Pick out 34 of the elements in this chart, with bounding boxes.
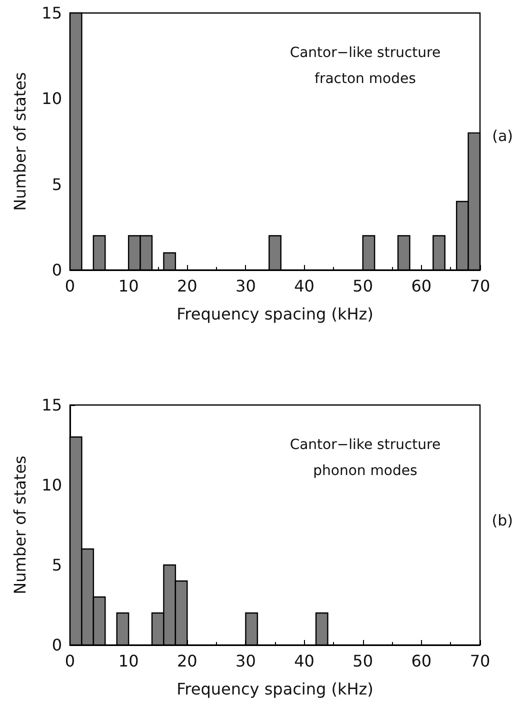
x-axis-title: Frequency spacing (kHz): [176, 304, 374, 324]
y-tick-label: 10: [42, 89, 62, 108]
y-tick-label: 0: [52, 260, 62, 280]
x-tick-label: 40: [294, 652, 314, 670]
x-tick-label: 0: [64, 652, 76, 670]
x-tick-label: 10: [118, 276, 139, 296]
x-tick-label: 20: [176, 276, 198, 296]
x-tick-label: 70: [470, 652, 490, 670]
x-axis-title: Frequency spacing (kHz): [176, 680, 374, 698]
y-tick-label: 15: [42, 4, 62, 22]
x-tick-label: 30: [236, 276, 256, 296]
y-tick-label: 5: [52, 556, 62, 574]
x-tick-label: 70: [470, 276, 490, 296]
x-tick-label: 10: [118, 652, 139, 670]
text: (b): [492, 512, 514, 530]
y-axis-title: Number of states: [10, 456, 30, 594]
x-tick-label: 50: [352, 652, 374, 670]
x-tick-label: 20: [176, 652, 198, 670]
x-tick-label: 30: [236, 652, 256, 670]
y-tick-label: 0: [52, 636, 62, 654]
y-tick-label: 5: [52, 174, 62, 194]
x-tick-label: 0: [64, 276, 76, 296]
annotation: Cantor−like structure: [290, 45, 441, 61]
y-axis-title: Number of states: [10, 72, 30, 211]
x-tick-label: 60: [411, 652, 432, 670]
x-tick-label: 50: [352, 276, 374, 296]
x-tick-label: 40: [294, 276, 314, 296]
annotation: Cantor−like structure: [290, 437, 441, 453]
annotation: fracton modes: [314, 71, 416, 87]
y-tick-label: 10: [42, 476, 62, 494]
text: (a): [492, 127, 514, 146]
y-tick-label: 15: [42, 396, 62, 414]
annotation: phonon modes: [313, 463, 418, 479]
x-tick-label: 60: [411, 276, 432, 296]
